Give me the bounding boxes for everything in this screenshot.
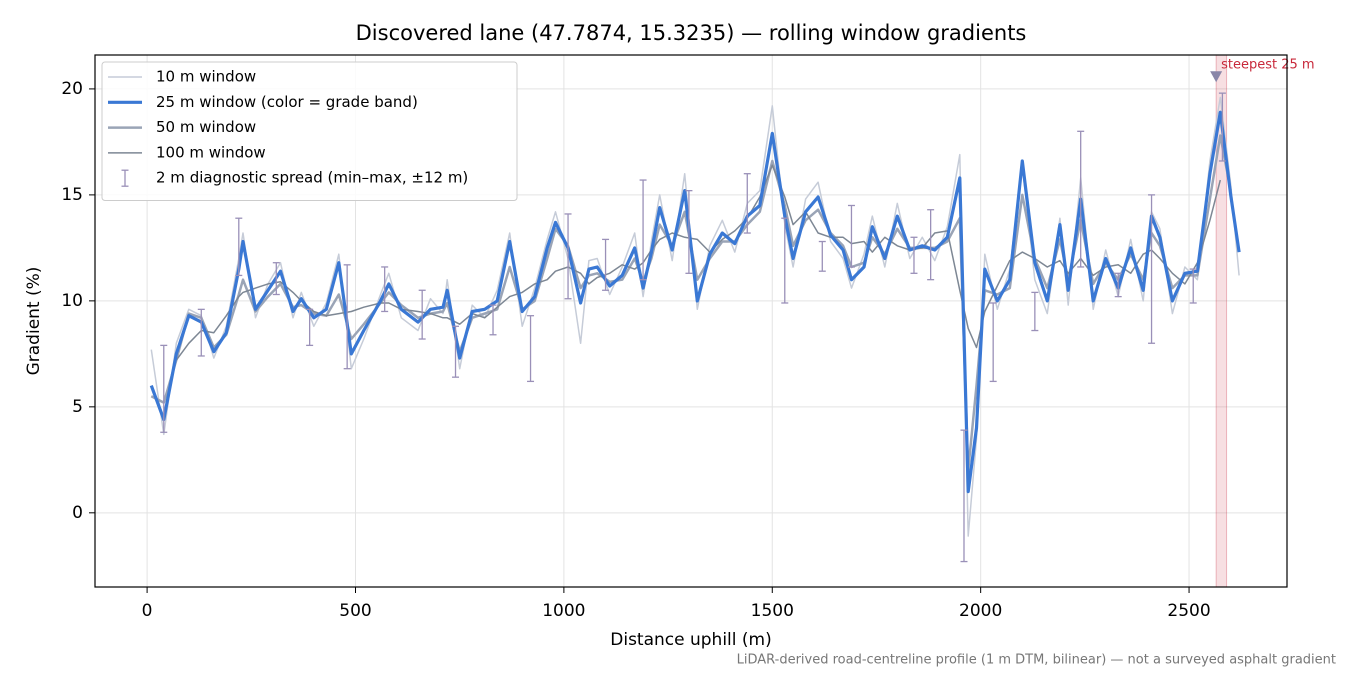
x-tick-label: 2500 bbox=[1167, 601, 1210, 621]
annotation-text: steepest 25 m bbox=[1221, 58, 1314, 73]
series-line bbox=[175, 164, 1222, 361]
x-tick-label: 0 bbox=[142, 601, 153, 621]
y-axis-label: Gradient (%) bbox=[24, 267, 44, 376]
chart-title: Discovered lane (47.7874, 15.3235) — rol… bbox=[356, 21, 1027, 45]
legend-label: 25 m window (color = grade band) bbox=[156, 93, 418, 111]
y-tick-label: 0 bbox=[72, 503, 83, 523]
legend: 10 m window 25 m window (color = grade ba… bbox=[101, 61, 518, 201]
steepest-marker bbox=[1210, 71, 1223, 83]
series-line bbox=[149, 110, 1241, 494]
x-tick-label: 1000 bbox=[542, 601, 585, 621]
legend-label: 2 m diagnostic spread (min–max, ±12 m) bbox=[156, 169, 468, 187]
x-tick-label: 500 bbox=[339, 601, 371, 621]
x-tick-label: 2000 bbox=[959, 601, 1002, 621]
legend-label: 100 m window bbox=[156, 143, 266, 161]
y-tick-label: 10 bbox=[61, 291, 83, 311]
legend-box bbox=[101, 61, 518, 201]
footnote: LiDAR-derived road-centreline profile (1… bbox=[737, 653, 1336, 668]
legend-label: 10 m window bbox=[156, 68, 256, 86]
x-tick-label: 1500 bbox=[751, 601, 794, 621]
y-tick-label: 15 bbox=[61, 185, 83, 205]
plot-frame bbox=[94, 54, 1288, 588]
y-tick-label: 5 bbox=[72, 397, 83, 417]
legend-label: 50 m window bbox=[156, 118, 256, 136]
x-axis-label: Distance uphill (m) bbox=[610, 630, 771, 650]
y-tick-label: 20 bbox=[61, 79, 83, 99]
